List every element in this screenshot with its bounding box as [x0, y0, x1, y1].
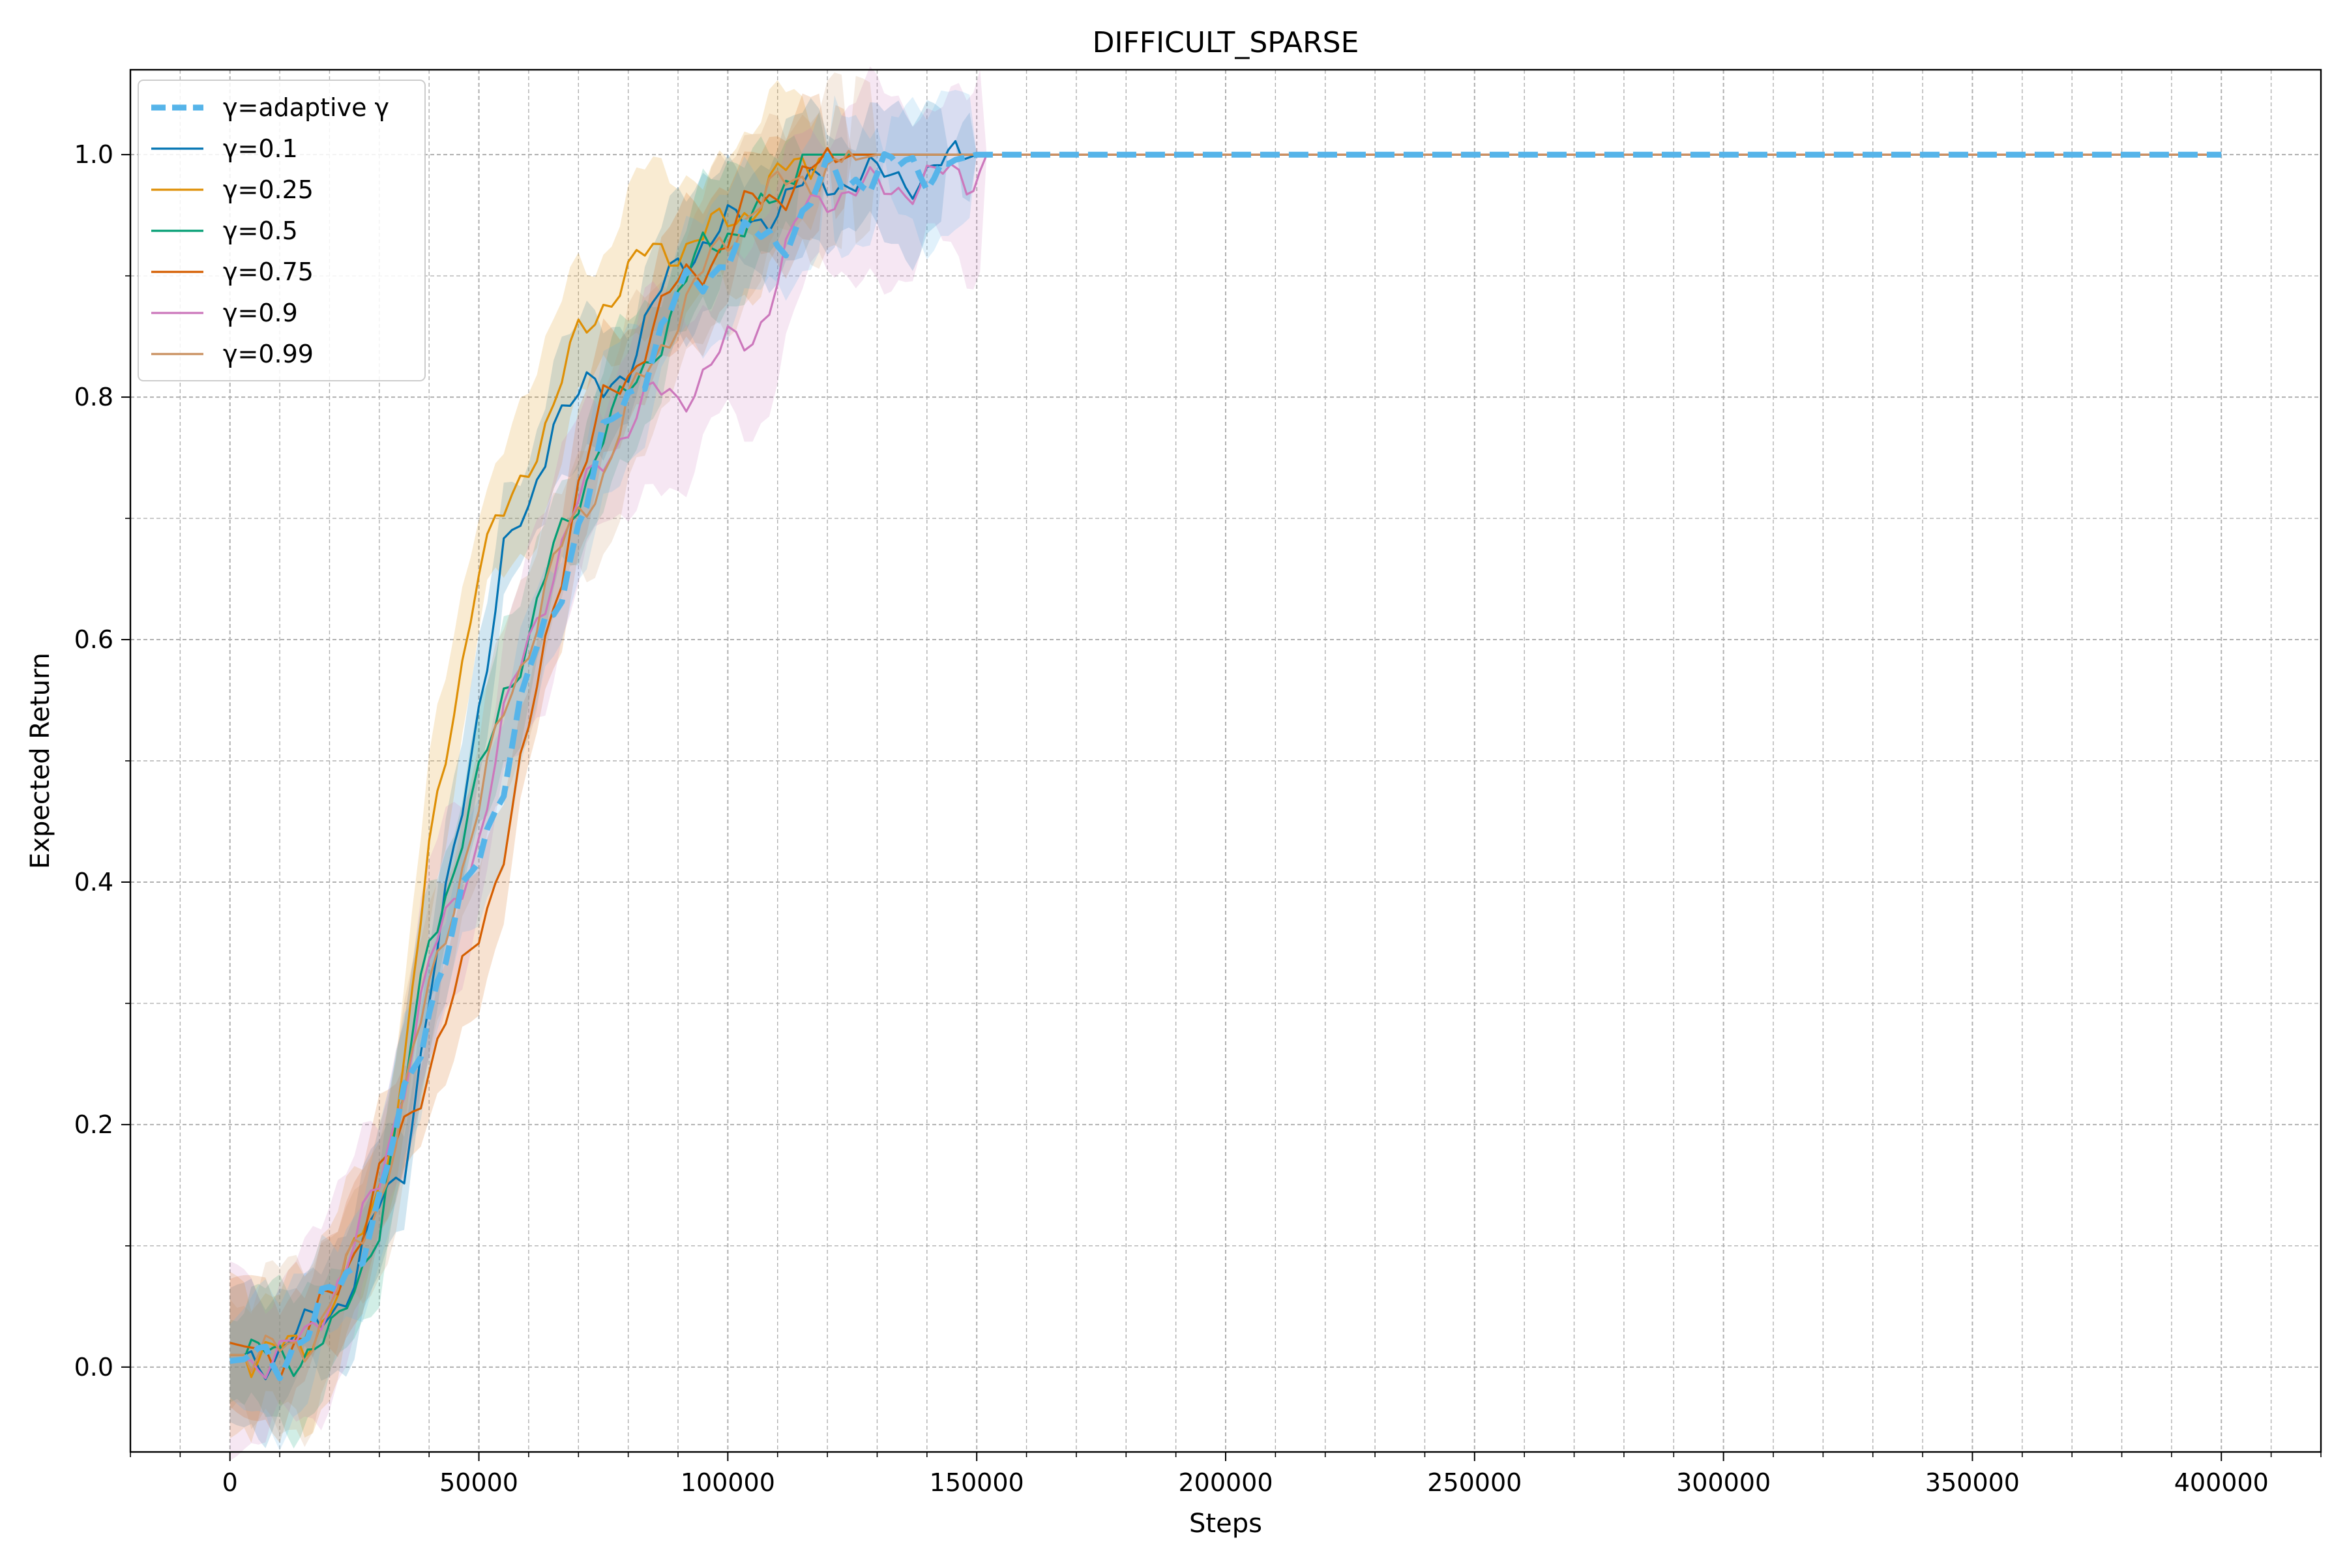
y-tick-label: 1.0 — [74, 140, 113, 169]
x-tick-label: 300000 — [1676, 1468, 1771, 1497]
y-tick-label: 0.4 — [74, 868, 113, 896]
x-tick-label: 200000 — [1178, 1468, 1273, 1497]
legend-label: γ=0.1 — [223, 134, 298, 163]
x-axis-label: Steps — [1189, 1509, 1262, 1539]
series-line-0 — [229, 151, 2222, 1382]
legend-label: γ=0.5 — [223, 216, 298, 245]
y-tick-label: 0.2 — [74, 1110, 113, 1139]
legend: γ=adaptive γ γ=0.1 γ=0.25 γ=0.5 γ=0.75 γ=0.9 γ… — [138, 80, 426, 381]
x-tick-label: 150000 — [930, 1468, 1024, 1497]
y-tick-label: 0.8 — [74, 383, 113, 411]
y-tick-label: 0.0 — [74, 1353, 113, 1382]
x-tick-label: 350000 — [1925, 1468, 2020, 1497]
chart-title: DIFFICULT_SPARSE — [1093, 26, 1359, 59]
y-axis-label: Expected Return — [25, 653, 55, 869]
x-tick-label: 50000 — [439, 1468, 518, 1497]
legend-frame — [138, 80, 426, 381]
series-lines — [229, 140, 2222, 1382]
axis-ticks: 0 50000 100000 150000 200000 250000 300000 3500… — [74, 140, 2322, 1497]
legend-label: γ=0.99 — [223, 340, 314, 368]
x-tick-label: 250000 — [1427, 1468, 1522, 1497]
y-tick-label: 0.6 — [74, 625, 113, 654]
x-tick-label: 0 — [222, 1468, 238, 1497]
x-tick-label: 100000 — [681, 1468, 775, 1497]
legend-label: γ=adaptive γ — [223, 93, 389, 122]
legend-label: γ=0.9 — [223, 299, 298, 327]
legend-label: γ=0.75 — [223, 258, 314, 286]
x-tick-label: 400000 — [2174, 1468, 2269, 1497]
legend-label: γ=0.25 — [223, 175, 314, 204]
